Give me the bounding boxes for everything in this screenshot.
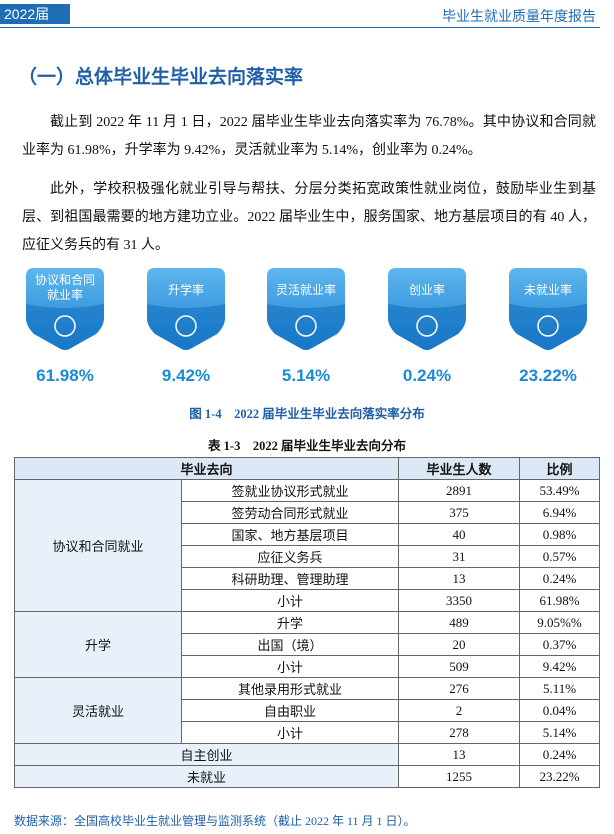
card-band <box>267 304 345 350</box>
table-row: 协议和合同就业 签就业协议形式就业 2891 53.49% <box>14 479 600 612</box>
cell: 其他录用形式就业 <box>181 677 399 700</box>
card: 灵活就业率 <box>267 268 345 350</box>
section-title: （一）总体毕业生毕业去向落实率 <box>18 66 304 88</box>
cell: 31 <box>398 545 520 568</box>
cell: 小计 <box>181 589 399 612</box>
card-label: 升学率 <box>168 282 204 297</box>
card: 协议和合同就业率 <box>26 268 104 350</box>
cell: 2891 <box>398 479 520 502</box>
cell: 小计 <box>181 655 399 678</box>
cell: 出国（境） <box>181 633 399 656</box>
cell: 23.22% <box>519 765 600 788</box>
cell: 61.98% <box>519 589 600 612</box>
card-band <box>26 304 104 350</box>
header-cell: 比例 <box>519 457 600 480</box>
cell: 5.11% <box>519 677 600 700</box>
card-label: 未就业率 <box>524 282 572 297</box>
cell: 自由职业 <box>181 699 399 722</box>
cell: 276 <box>398 677 520 700</box>
card-icon <box>175 315 197 337</box>
cell: 375 <box>398 501 520 524</box>
table-caption: 表 1-3 2022 届毕业生毕业去向分布 <box>208 439 406 453</box>
card: 创业率 <box>388 268 466 350</box>
cell: 升学 <box>181 611 399 634</box>
cell: 0.24% <box>519 567 600 590</box>
table-row: 自由职业 2 0.04% <box>15 699 600 722</box>
card-label-line: 就业率 <box>47 287 83 302</box>
cell: 13 <box>398 567 520 590</box>
footnote: 数据来源：全国高校毕业生就业管理与监测系统（截止 2022 年 11 月 1 日… <box>14 814 416 828</box>
card-icon <box>416 315 438 337</box>
cell: 签劳动合同形式就业 <box>181 501 399 524</box>
card-icon <box>295 315 317 337</box>
card-value: 61.98% <box>36 366 94 385</box>
table: 毕业去向 毕业生人数 比例 协议和合同就业 签就业协议形式就业 2891 53.49% 签劳动… <box>14 457 600 788</box>
header-cell: 毕业生人数 <box>398 457 520 480</box>
card-band <box>147 304 225 350</box>
header-cell: 毕业去向 <box>14 457 399 480</box>
cell: 6.94% <box>519 501 600 524</box>
table-row: 小计 3350 61.98% <box>15 589 600 612</box>
cell: 9.05%% <box>519 611 600 634</box>
header-rule <box>0 27 600 28</box>
cell: 40 <box>398 523 520 546</box>
card-label: 创业率 <box>409 282 445 297</box>
card-value: 9.42% <box>161 366 211 385</box>
card-label-line: 协议和合同 <box>35 272 95 287</box>
card: 升学率 <box>147 268 225 350</box>
group-cell: 灵活就业 <box>14 677 182 744</box>
table-row: 未就业 1255 23.22% <box>14 765 600 788</box>
table-row: 出国（境） 20 0.37% <box>15 633 600 656</box>
card: 未就业率 <box>509 268 587 350</box>
paragraph: 此外，学校积极强化就业引导与帮扶、分层分类拓宽政策性就业岗位，鼓励毕业生到基层、… <box>22 182 596 253</box>
cell: 509 <box>398 655 520 678</box>
cell: 489 <box>398 611 520 634</box>
cell: 278 <box>398 721 520 744</box>
cell: 0.57% <box>519 545 600 568</box>
cell: 科研助理、管理助理 <box>181 567 399 590</box>
table-row: 小计 278 5.14% <box>15 721 600 744</box>
cell: 5.14% <box>519 721 600 744</box>
figure-caption: 图 1-4 2022 届毕业生毕业去向落实率分布 <box>189 407 425 421</box>
cell: 国家、地方基层项目 <box>181 523 399 546</box>
group-cell: 协议和合同就业 <box>14 479 182 612</box>
cell: 9.42% <box>519 655 600 678</box>
cell: 未就业 <box>14 765 399 788</box>
cell: 1255 <box>398 765 520 788</box>
cell: 小计 <box>181 721 399 744</box>
cell: 签就业协议形式就业 <box>181 479 399 502</box>
table-row: 灵活就业 其他录用形式就业 276 5.11% <box>14 677 600 744</box>
header-title: 毕业生就业质量年度报告 <box>442 9 596 25</box>
cell: 53.49% <box>519 479 600 502</box>
card-icon <box>54 315 76 337</box>
cell: 0.04% <box>519 699 600 722</box>
cell: 自主创业 <box>14 743 399 766</box>
cell: 2 <box>398 699 520 722</box>
card-label: 灵活就业率 <box>276 282 336 297</box>
card-label: 协议和合同就业率 <box>35 272 95 302</box>
table-row: 自主创业 13 0.24% <box>14 743 600 766</box>
card-value: 0.24% <box>402 366 452 385</box>
table-row: 应征义务兵 31 0.57% <box>15 545 600 568</box>
table-row: 升学 升学 489 9.05%% <box>14 611 600 678</box>
cell: 13 <box>398 743 520 766</box>
group-cell: 升学 <box>14 611 182 678</box>
card-icon <box>537 315 559 337</box>
cell: 0.98% <box>519 523 600 546</box>
card-row: 协议和合同就业率 升学率 灵活就业率 创业率 未就业率 <box>26 268 587 350</box>
card-value: 5.14% <box>281 366 331 385</box>
header-row: 毕业去向 毕业生人数 比例 <box>14 457 600 480</box>
cell: 20 <box>398 633 520 656</box>
card-band <box>509 304 587 350</box>
card-band <box>388 304 466 350</box>
cell: 3350 <box>398 589 520 612</box>
cell: 应征义务兵 <box>181 545 399 568</box>
paragraph: 截止到 2022 年 11 月 1 日，2022 届毕业生毕业去向落实率为 76… <box>22 115 596 158</box>
card-value: 23.22% <box>519 366 577 385</box>
header-year: 2022届 <box>0 4 70 24</box>
cell: 0.37% <box>519 633 600 656</box>
table-row: 签劳动合同形式就业 375 6.94% <box>15 501 600 524</box>
cell: 0.24% <box>519 743 600 766</box>
